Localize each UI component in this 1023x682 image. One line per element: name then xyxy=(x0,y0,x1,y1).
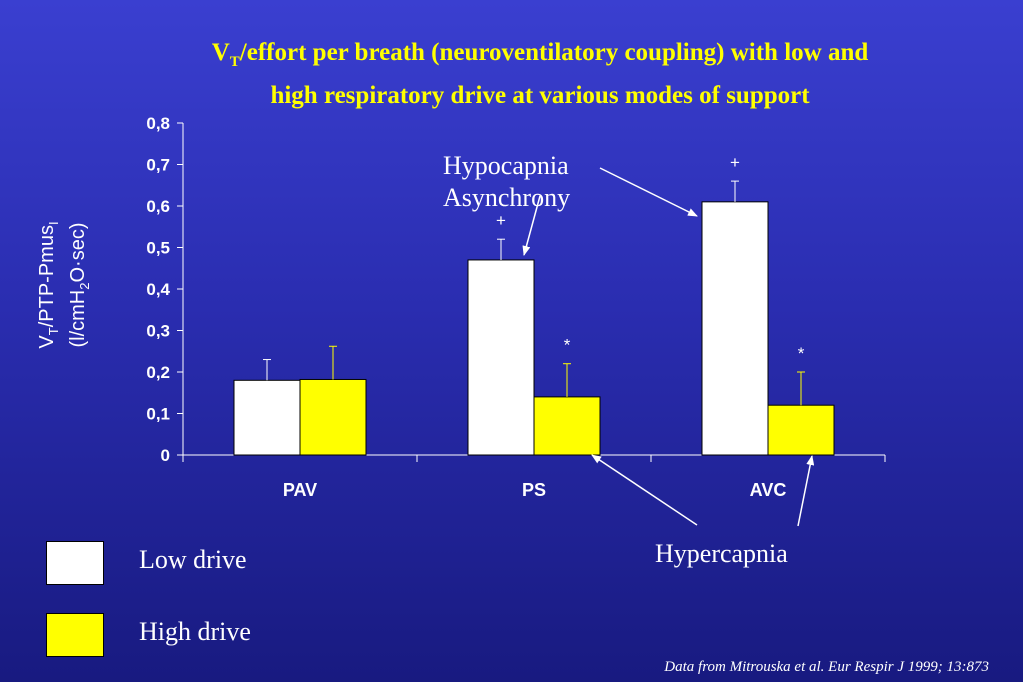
y-tick-label: 0,2 xyxy=(146,363,170,382)
y-axis-label-rest: /PTP-Pmus xyxy=(36,225,58,328)
y-axis-label-sub-2: I xyxy=(46,221,61,226)
bar xyxy=(299,378,367,456)
bar xyxy=(767,404,835,456)
legend-swatch-low-drive xyxy=(46,541,104,585)
bar xyxy=(233,379,301,456)
x-tick-label: PS xyxy=(522,480,546,500)
x-tick-label: AVC xyxy=(750,480,787,500)
title-symbol: V xyxy=(211,39,230,66)
y-axis-label: VT/PTP-PmusI (l/cmH2O·sec) xyxy=(35,221,97,348)
hypocapnia-label: Hypocapnia xyxy=(443,151,569,180)
y-tick-label: 0,4 xyxy=(146,280,170,299)
chart-title: VT/effort per breath (neuroventilatory c… xyxy=(100,36,980,113)
title-line-1: VT/effort per breath (neuroventilatory c… xyxy=(100,36,980,79)
significance-marker: * xyxy=(798,344,805,363)
title-line-2: high respiratory drive at various modes … xyxy=(270,82,810,109)
asynchrony-label: Asynchrony xyxy=(443,183,571,212)
y-tick-label: 0 xyxy=(161,446,170,465)
legend-swatch-high-drive xyxy=(46,613,104,657)
title-line-1-text: /effort per breath (neuroventilatory cou… xyxy=(239,39,869,66)
y-axis-label-symbol: V xyxy=(36,335,58,349)
bar xyxy=(701,201,769,456)
hypocapnia-arrow-avc xyxy=(599,167,698,217)
y-tick-label: 0,6 xyxy=(146,197,170,216)
legend-label-low-drive: Low drive xyxy=(139,545,247,574)
x-tick-label: PAV xyxy=(283,480,317,500)
hypocapnia-arrow-ps xyxy=(522,195,541,256)
title-subscript: T xyxy=(229,54,240,70)
hypercapnia-arrow-ps xyxy=(591,454,698,526)
y-axis-unit-sub: 2 xyxy=(77,282,92,290)
y-tick-label: 0,5 xyxy=(146,239,170,258)
significance-marker: + xyxy=(496,211,506,230)
bar xyxy=(533,396,601,456)
y-axis-label-line-2: (l/cmH2O·sec) xyxy=(66,221,97,348)
source-citation: Data from Mitrouska et al. Eur Respir J … xyxy=(664,659,989,675)
legend-label-high-drive: High drive xyxy=(139,617,251,646)
bar xyxy=(467,259,535,456)
y-axis-label-line-1: VT/PTP-PmusI xyxy=(35,221,66,348)
y-tick-label: 0,7 xyxy=(146,156,170,175)
significance-marker: + xyxy=(730,153,740,172)
hypercapnia-arrow-avc xyxy=(797,455,815,527)
y-axis-unit-a: (l/cmH xyxy=(67,289,89,348)
y-tick-label: 0,8 xyxy=(146,114,170,133)
y-axis-label-sub: T xyxy=(46,327,61,336)
y-axis-unit-b: O·sec) xyxy=(67,222,89,283)
y-tick-label: 0,1 xyxy=(146,405,170,424)
y-tick-label: 0,3 xyxy=(146,322,170,341)
hypercapnia-annotation: Hypercapnia xyxy=(655,539,788,568)
hypocapnia-annotation: Hypocapnia Asynchrony xyxy=(443,150,570,214)
significance-marker: * xyxy=(564,336,571,355)
